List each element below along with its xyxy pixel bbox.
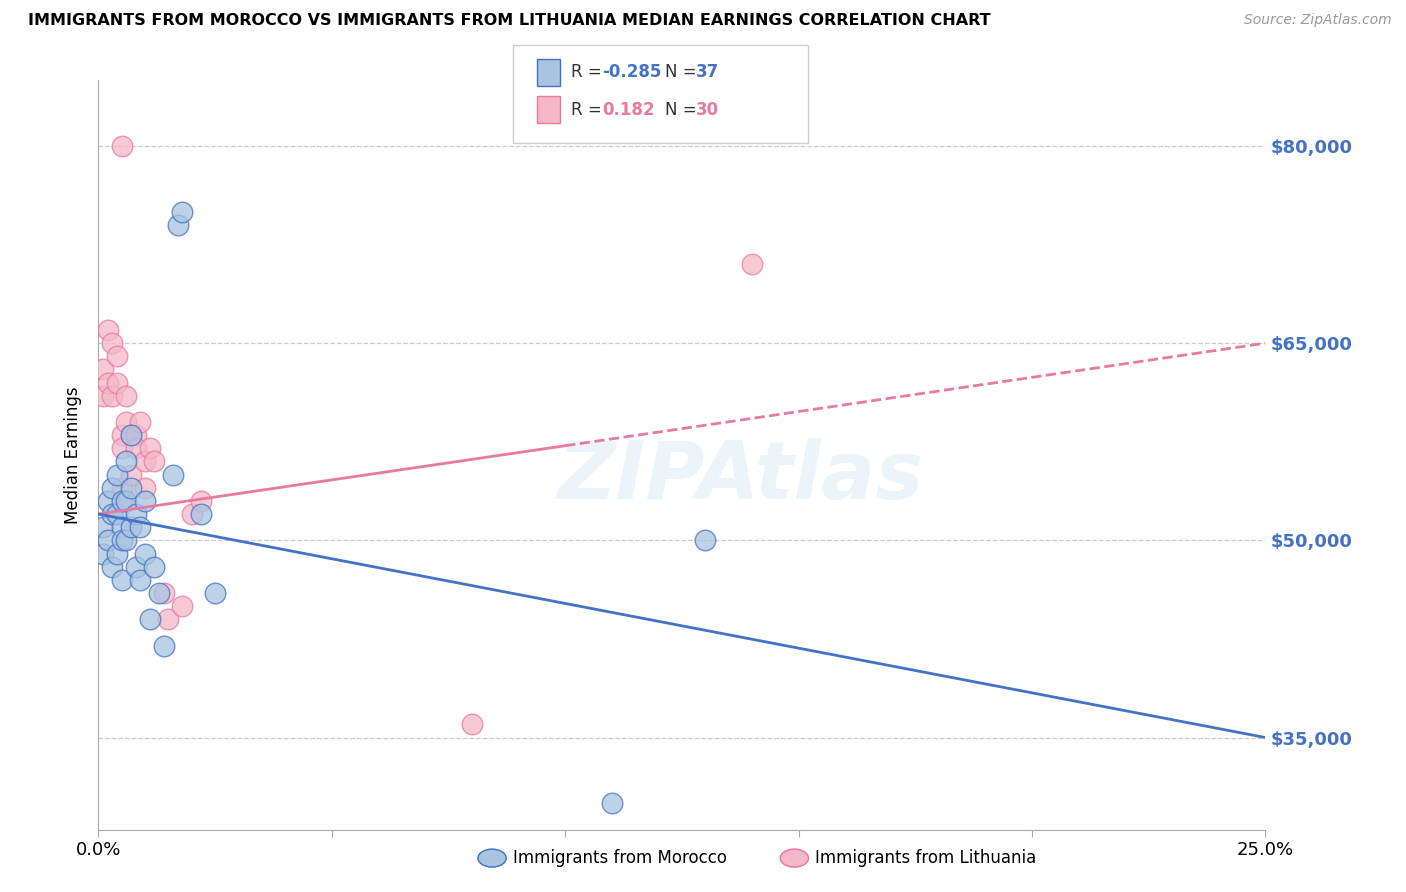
Point xyxy=(115,533,138,548)
Point xyxy=(461,717,484,731)
Point xyxy=(600,797,623,811)
Point xyxy=(125,559,148,574)
Text: Source: ZipAtlas.com: Source: ZipAtlas.com xyxy=(1244,13,1392,28)
Point xyxy=(111,428,134,442)
Text: Immigrants from Lithuania: Immigrants from Lithuania xyxy=(815,849,1036,867)
Text: IMMIGRANTS FROM MOROCCO VS IMMIGRANTS FROM LITHUANIA MEDIAN EARNINGS CORRELATION: IMMIGRANTS FROM MOROCCO VS IMMIGRANTS FR… xyxy=(28,13,991,29)
Point xyxy=(105,467,128,482)
Point xyxy=(125,442,148,456)
Point xyxy=(129,573,152,587)
Point xyxy=(125,507,148,521)
Point xyxy=(148,586,170,600)
Point xyxy=(91,362,114,376)
Point xyxy=(115,494,138,508)
Point xyxy=(105,376,128,390)
Text: N =: N = xyxy=(665,63,702,81)
Point xyxy=(105,547,128,561)
Point xyxy=(129,520,152,534)
Text: N =: N = xyxy=(665,101,702,119)
Point xyxy=(115,415,138,429)
Point xyxy=(111,481,134,495)
Point xyxy=(695,533,717,548)
Text: Immigrants from Morocco: Immigrants from Morocco xyxy=(513,849,727,867)
Point xyxy=(162,467,184,482)
Point xyxy=(101,336,124,351)
Point xyxy=(115,454,138,468)
Text: R =: R = xyxy=(571,101,612,119)
Point xyxy=(101,559,124,574)
Point xyxy=(101,481,124,495)
Point xyxy=(139,612,162,626)
Point xyxy=(111,520,134,534)
Point xyxy=(134,481,156,495)
Point xyxy=(172,599,194,613)
Y-axis label: Median Earnings: Median Earnings xyxy=(65,386,83,524)
Point xyxy=(143,454,166,468)
Point xyxy=(91,389,114,403)
Point xyxy=(157,612,180,626)
Point xyxy=(125,428,148,442)
Point xyxy=(204,586,226,600)
Point xyxy=(97,323,120,337)
Point xyxy=(152,586,174,600)
Point xyxy=(91,520,114,534)
Point xyxy=(741,257,763,271)
Text: -0.285: -0.285 xyxy=(602,63,661,81)
Text: 37: 37 xyxy=(696,63,720,81)
Point xyxy=(143,559,166,574)
Text: 0.182: 0.182 xyxy=(602,101,654,119)
Point xyxy=(111,533,134,548)
Text: ZIPAtlas: ZIPAtlas xyxy=(557,438,924,516)
Point xyxy=(101,389,124,403)
Point xyxy=(139,442,162,456)
Point xyxy=(111,442,134,456)
Text: 30: 30 xyxy=(696,101,718,119)
Point xyxy=(166,218,188,232)
Point xyxy=(190,507,212,521)
Point xyxy=(120,481,142,495)
Point xyxy=(97,376,120,390)
Point xyxy=(97,494,120,508)
Point xyxy=(101,507,124,521)
Point xyxy=(91,547,114,561)
Point xyxy=(120,428,142,442)
Point xyxy=(172,204,194,219)
Point xyxy=(111,573,134,587)
Point xyxy=(190,494,212,508)
Point xyxy=(152,639,174,653)
Point xyxy=(120,428,142,442)
Point xyxy=(111,139,134,153)
Point xyxy=(120,467,142,482)
Point xyxy=(134,454,156,468)
Point xyxy=(115,389,138,403)
Point xyxy=(97,533,120,548)
Point xyxy=(105,349,128,363)
Point xyxy=(180,507,202,521)
Point xyxy=(134,494,156,508)
Text: R =: R = xyxy=(571,63,607,81)
Point xyxy=(134,547,156,561)
Point xyxy=(129,415,152,429)
Point xyxy=(120,520,142,534)
Point xyxy=(111,494,134,508)
Point xyxy=(105,507,128,521)
